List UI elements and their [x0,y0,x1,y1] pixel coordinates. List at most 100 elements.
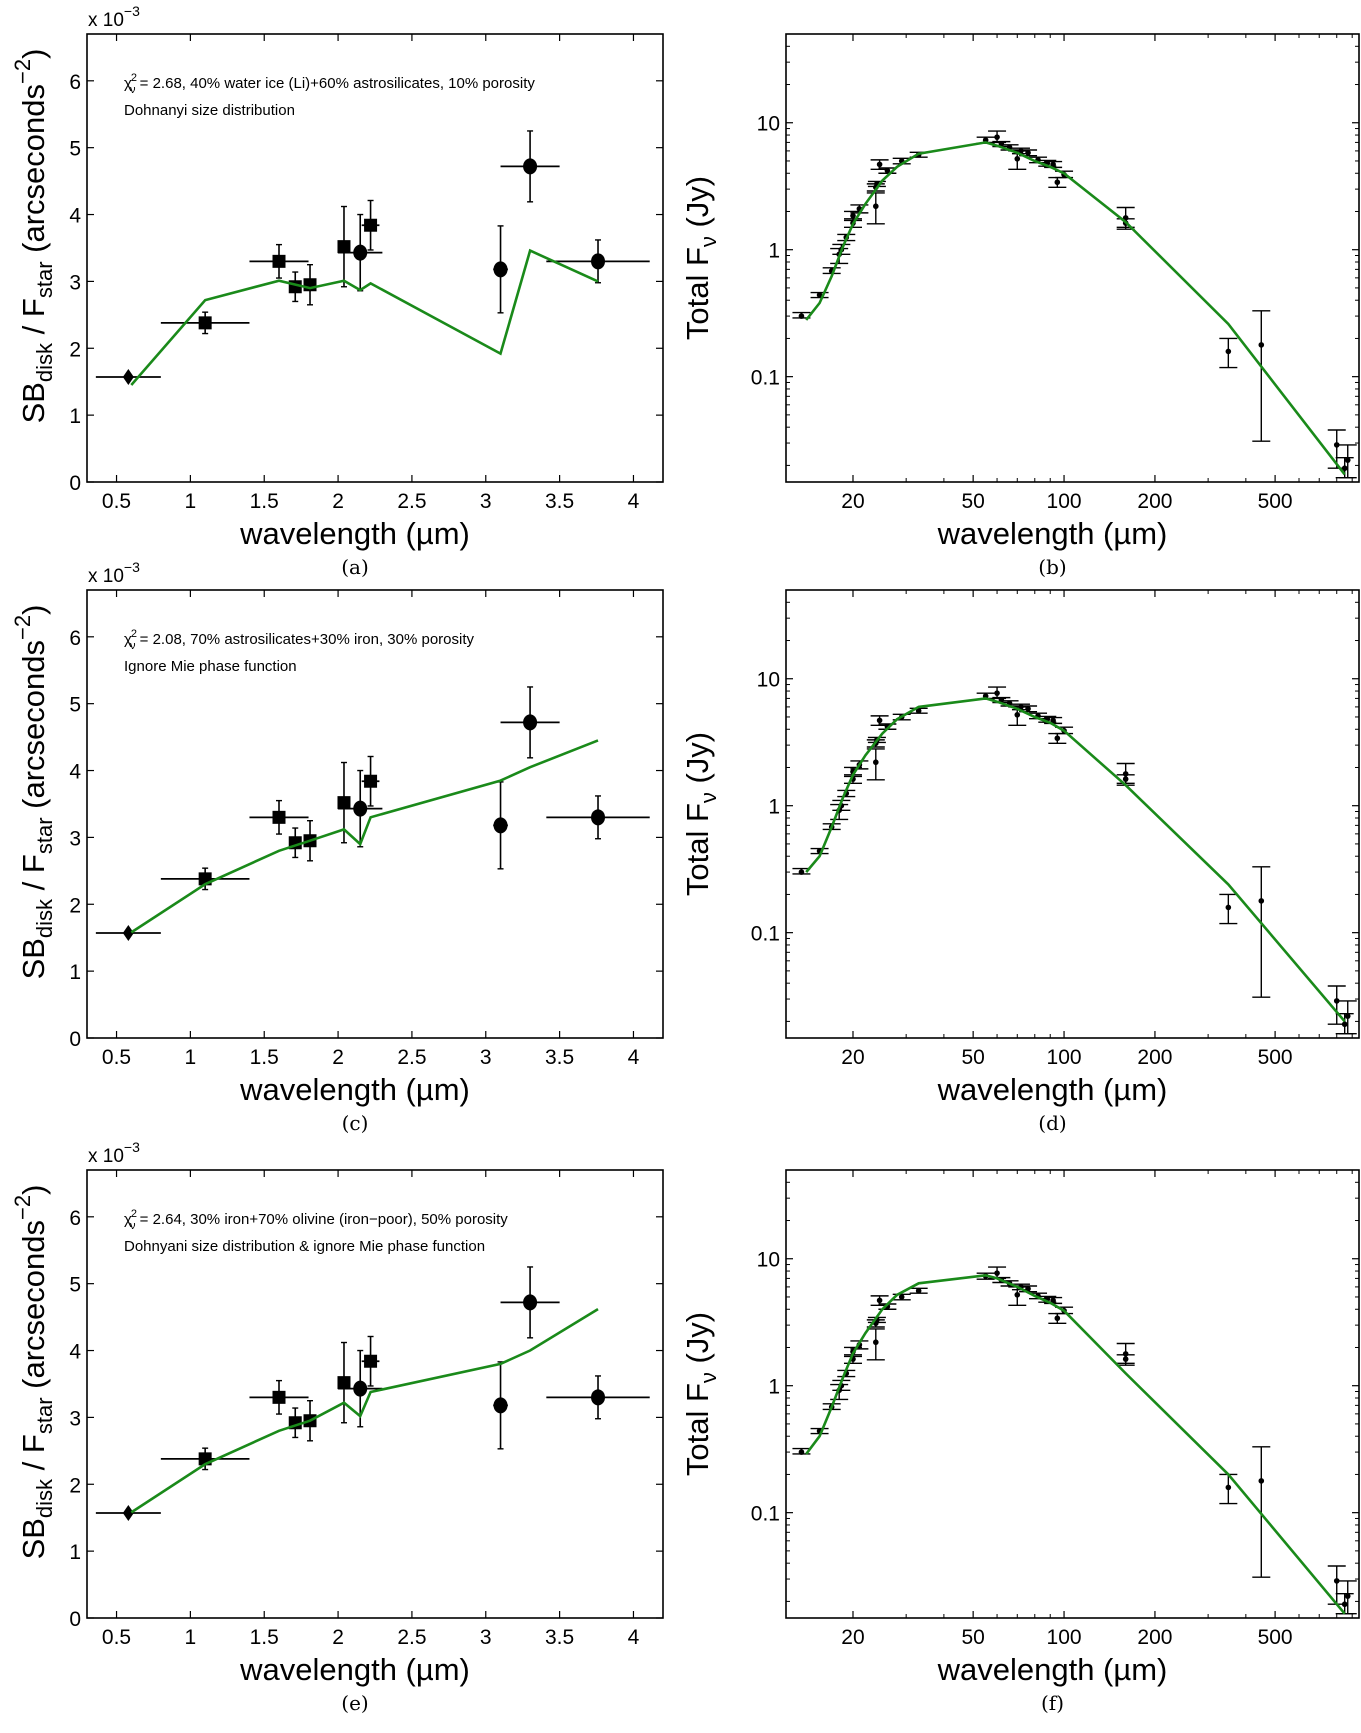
y-tick-label: 3 [69,271,81,294]
model-line [805,1273,1346,1615]
y-axis-label: SBdisk / Fstar (arcseconds−2) [10,605,57,980]
x-tick-label: 200 [1137,1626,1172,1649]
square-marker [364,774,378,788]
y-label-subscript: star [32,261,57,298]
chi-subscript: ν [130,1220,136,1232]
y-label-part: SB [16,938,51,979]
y-label-subscript: star [32,1397,57,1434]
circle-marker [353,244,368,261]
data-point [1048,1312,1067,1325]
dot-marker [1225,904,1232,911]
x-tick-label: 1.5 [250,1046,279,1069]
y-label-subscript: disk [32,1478,57,1518]
x-axis-label: wavelength (µm) [937,1652,1168,1687]
x-tick-label: 1 [185,1046,197,1069]
dot-marker [798,1449,805,1455]
plot-area [95,686,650,942]
data-point [909,1287,928,1294]
data-point [361,199,380,251]
panel-caption: (d) [1038,1111,1066,1135]
data-point [249,799,309,835]
dot-marker [898,1294,905,1300]
data-point [1116,774,1135,785]
data-point [1219,893,1238,925]
y-tick-label: 2 [69,338,81,361]
y-label-part: ) [16,1185,51,1195]
data-point [95,1505,161,1522]
x-tick-label: 2.5 [397,1046,426,1069]
plot-area [95,1266,650,1522]
y-label-part: (arcseconds [16,640,51,817]
plot-area [792,130,1357,479]
data-point [866,748,885,781]
data-point [1252,866,1271,998]
data-point [160,311,250,335]
circle-marker [591,1389,606,1406]
dot-marker [1014,711,1021,718]
x-tick-label: 3.5 [545,1046,574,1069]
circle-marker [523,1294,538,1311]
chi-subscript: ν [130,640,136,652]
y-label-part: Total F [680,1383,715,1476]
annotation-text: = 2.08, 70% astrosilicates+30% iron, 30%… [136,631,475,648]
dot-marker [798,869,805,875]
dot-marker [1025,705,1031,712]
data-point [866,192,885,225]
y-axis-label: SBdisk / Fstar (arcseconds−2) [10,1185,57,1560]
dot-marker [876,1297,883,1304]
chi-symbol: χ [124,631,132,648]
data-point [303,263,317,306]
panel-caption: (c) [342,1111,369,1135]
y-multiplier: x 10−3 [88,559,140,587]
data-point [493,225,508,314]
chi-superscript: 2 [131,72,137,84]
data-point [866,1328,885,1361]
data-point [1219,337,1238,369]
panel-caption: (e) [341,1691,368,1715]
y-tick-label: 5 [69,138,81,161]
dot-marker [1344,457,1351,463]
x-tick-label: 4 [628,490,640,513]
dot-marker [1054,735,1061,742]
data-point [361,755,380,807]
panel-d: 20 50 100 200 500 0.1 1 10 wavelength (µm) Total … [680,589,1360,1135]
y-tick-label: 1 [768,1376,780,1399]
dot-marker [1333,998,1340,1004]
dot-marker [850,212,856,219]
model-line [805,697,1346,1023]
y-label-part: SB [16,1518,51,1559]
y-label-part: ) [16,605,51,615]
dot-marker [1258,1478,1265,1484]
y-tick-label: 2 [69,894,81,917]
chi-symbol: χ [124,1211,132,1228]
y-label-part: (arcseconds [16,1220,51,1397]
dot-marker [876,717,883,724]
dot-marker [1054,179,1061,186]
y-tick-label: 1 [768,240,780,263]
data-point [988,130,1007,144]
y-tick-label: 5 [69,1274,81,1297]
x-tick-label: 100 [1047,1626,1082,1649]
dot-marker [873,759,879,766]
panel-b: 20 50 100 200 500 0.1 1 10 wavelength (µm) Total … [680,33,1360,579]
dot-marker [1014,155,1021,162]
x-tick-label: 3.5 [545,490,574,513]
y-label-part: (Jy) [680,732,715,792]
y-tick-label: 6 [69,627,81,650]
fit-annotation-line1: χ2 ν = 2.68, 40% water ice (Li)+60% astro… [124,72,535,96]
dot-marker [1344,1013,1351,1019]
y-tick-label: 1 [69,961,81,984]
data-point [878,167,897,174]
y-multiplier-base: x 10 [88,566,124,587]
y-label-part: / F [16,1434,51,1479]
y-multiplier: x 10−3 [88,3,140,31]
dot-marker [1225,1484,1232,1491]
circle-marker [493,1397,508,1414]
x-tick-label: 2 [332,1626,344,1649]
x-tick-label: 0.5 [102,1626,131,1649]
square-marker [337,240,351,254]
x-tick-label: 100 [1047,490,1082,513]
circle-marker [591,809,606,826]
square-marker [272,1390,286,1404]
